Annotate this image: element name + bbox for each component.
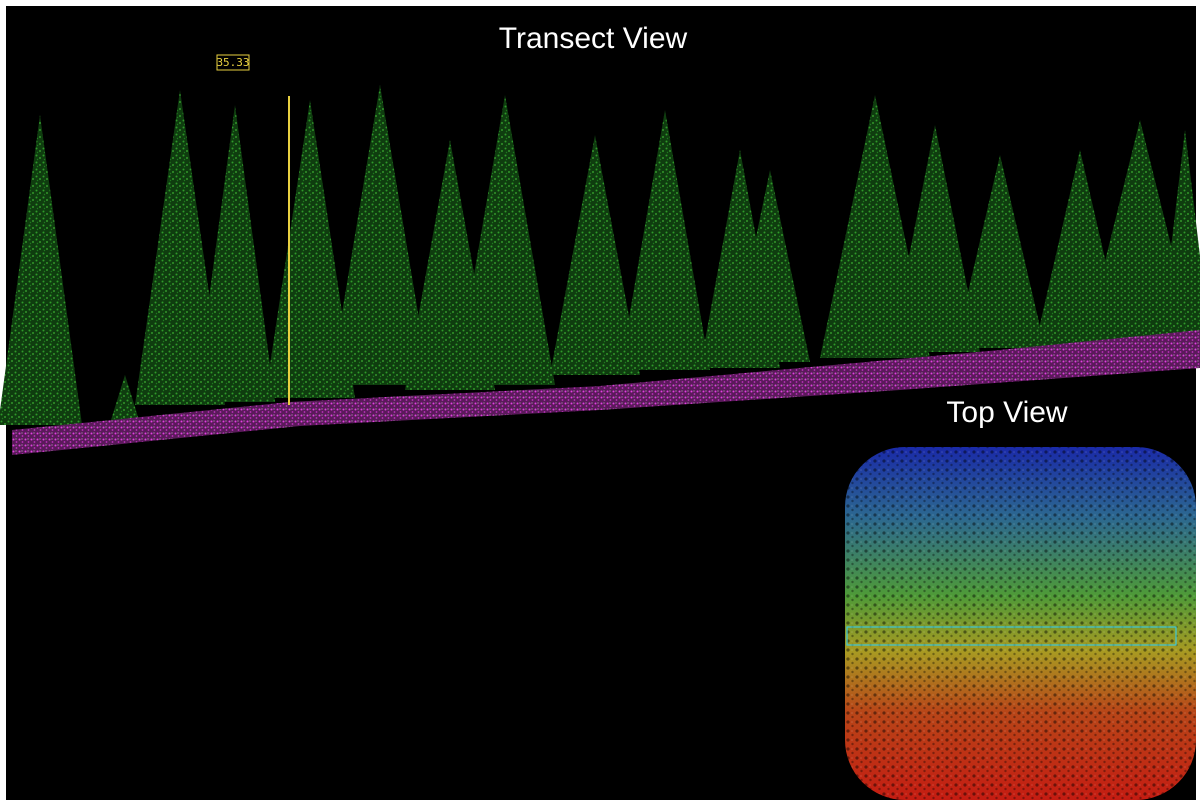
transect-outline <box>846 626 1177 646</box>
tree <box>1160 130 1200 340</box>
tree <box>620 110 710 370</box>
tree <box>330 85 430 385</box>
point-cloud-trees <box>0 85 1200 425</box>
tree <box>955 155 1045 348</box>
tree <box>195 105 275 402</box>
height-label: 35.33 <box>216 56 249 69</box>
tree <box>265 100 355 398</box>
top-view-texture <box>845 447 1196 800</box>
tree <box>135 90 225 405</box>
height-label-box <box>216 54 250 71</box>
tree <box>111 375 139 420</box>
top-view-title: Top View <box>946 396 1068 429</box>
ground-points <box>12 330 1200 455</box>
tree <box>550 135 640 375</box>
tree <box>890 125 980 352</box>
tree <box>455 95 555 385</box>
tree <box>0 115 82 425</box>
tree <box>730 170 810 362</box>
transect-title: Transect View <box>499 22 688 55</box>
